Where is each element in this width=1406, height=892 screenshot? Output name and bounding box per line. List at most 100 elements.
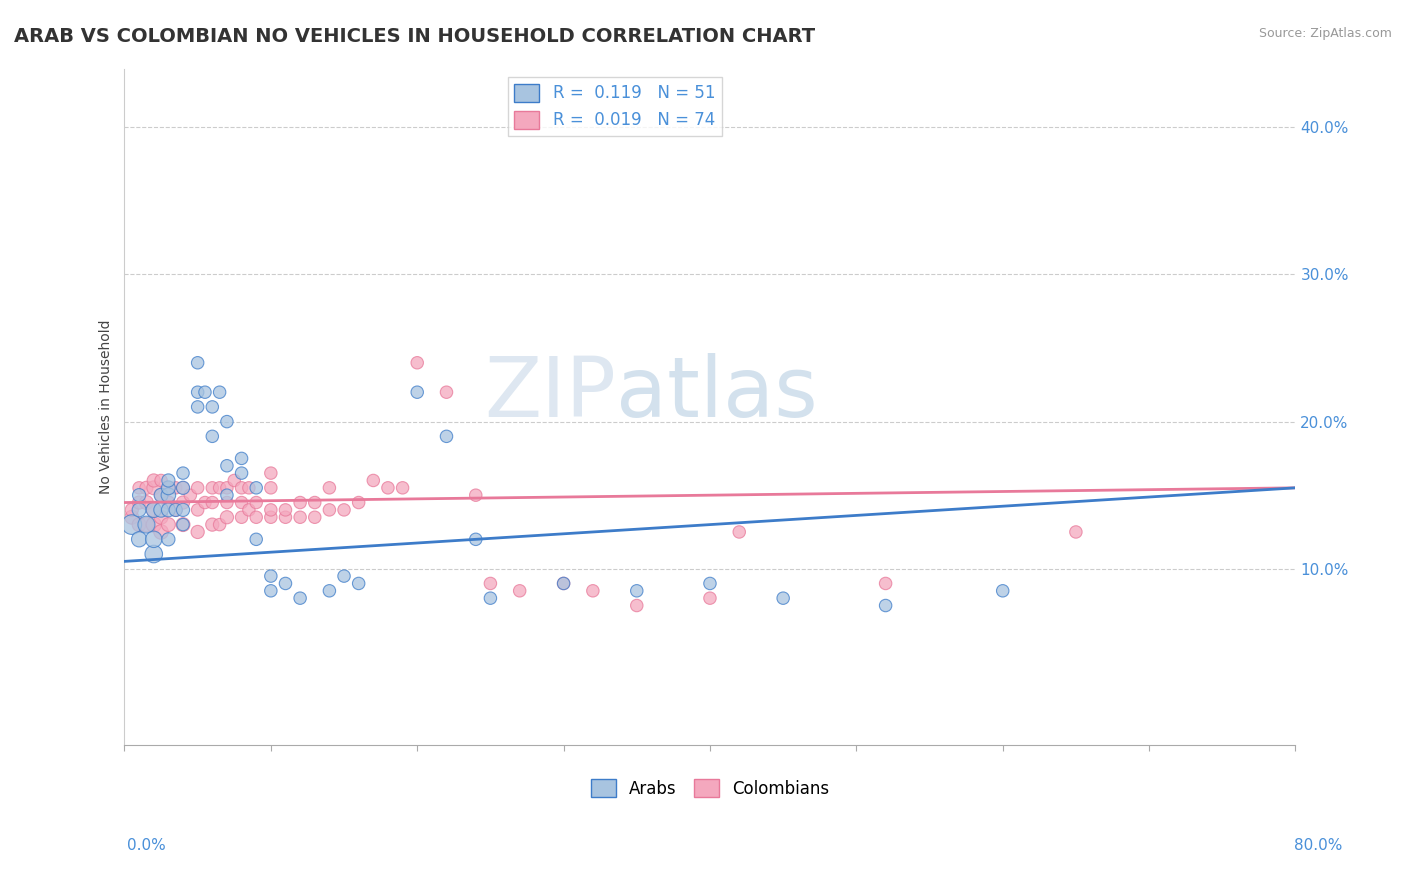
Point [128,481,150,495]
Point [215,495,238,509]
Point [553,576,575,591]
Point [333,569,356,583]
Point [479,591,502,606]
Text: atlas: atlas [616,353,818,434]
Point [772,591,794,606]
Point [333,503,356,517]
Point [238,481,260,495]
Point [142,474,165,488]
Text: ARAB VS COLOMBIAN NO VEHICLES IN HOUSEHOLD CORRELATION CHART: ARAB VS COLOMBIAN NO VEHICLES IN HOUSEHO… [14,27,815,45]
Point [172,495,194,509]
Point [288,591,311,606]
Point [187,503,209,517]
Point [224,474,246,488]
Point [135,517,157,532]
Point [187,481,209,495]
Point [231,481,253,495]
Point [991,583,1014,598]
Point [274,503,297,517]
Point [187,385,209,400]
Point [304,495,326,509]
Point [260,466,283,480]
Point [157,533,180,547]
Point [135,481,157,495]
Point [157,481,180,495]
Point [464,488,486,502]
Point [142,503,165,517]
Point [150,474,173,488]
Point [464,533,486,547]
Point [142,533,165,547]
Point [238,503,260,517]
Point [288,495,311,509]
Text: Source: ZipAtlas.com: Source: ZipAtlas.com [1258,27,1392,40]
Point [215,415,238,429]
Text: ZIP: ZIP [485,353,616,434]
Point [179,488,201,502]
Point [231,466,253,480]
Point [363,474,385,488]
Legend: Arabs, Colombians: Arabs, Colombians [585,772,835,805]
Point [347,495,370,509]
Point [479,576,502,591]
Point [231,510,253,524]
Point [157,503,180,517]
Point [150,510,173,524]
Point [194,495,217,509]
Point [165,503,187,517]
Point [582,583,605,598]
Point [260,510,283,524]
Point [142,503,165,517]
Point [260,583,283,598]
Point [288,510,311,524]
Text: 0.0%: 0.0% [127,838,166,854]
Point [318,481,340,495]
Point [215,481,238,495]
Point [165,481,187,495]
Point [157,481,180,495]
Point [150,524,173,539]
Point [150,488,173,502]
Point [187,356,209,370]
Point [208,385,231,400]
Point [274,510,297,524]
Point [157,488,180,502]
Point [157,495,180,509]
Point [201,400,224,414]
Point [318,583,340,598]
Text: 80.0%: 80.0% [1295,838,1343,854]
Point [201,495,224,509]
Point [172,517,194,532]
Point [245,481,267,495]
Point [406,356,429,370]
Point [553,576,575,591]
Point [208,517,231,532]
Point [142,517,165,532]
Point [626,599,648,613]
Point [231,495,253,509]
Point [509,583,531,598]
Point [187,524,209,539]
Point [231,451,253,466]
Point [135,495,157,509]
Point [135,517,157,532]
Point [128,488,150,502]
Point [172,481,194,495]
Point [201,429,224,443]
Point [260,503,283,517]
Point [172,503,194,517]
Point [318,503,340,517]
Point [201,517,224,532]
Point [245,510,267,524]
Point [121,510,143,524]
Point [172,481,194,495]
Y-axis label: No Vehicles in Household: No Vehicles in Household [100,319,114,494]
Point [194,385,217,400]
Point [436,429,458,443]
Point [201,481,224,495]
Point [157,517,180,532]
Point [699,576,721,591]
Point [121,517,143,532]
Point [128,503,150,517]
Point [875,576,897,591]
